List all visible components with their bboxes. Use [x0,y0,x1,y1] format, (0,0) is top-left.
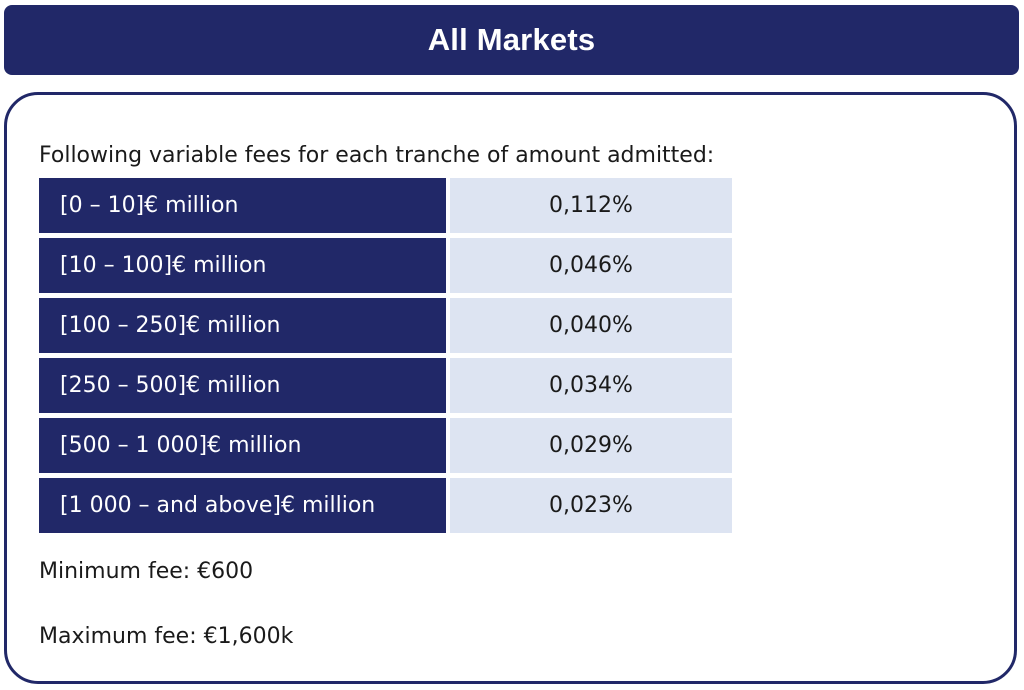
rate-cell: 0,034% [450,358,732,413]
minimum-fee: Minimum fee: €600 [39,559,254,584]
table-row: [1 000 – and above]€ million 0,023% [39,478,732,533]
page-title: All Markets [427,22,596,57]
cell-divider [446,358,450,413]
cell-divider [446,178,450,233]
cell-divider [446,478,450,533]
fee-table: [0 – 10]€ million 0,112% [10 – 100]€ mil… [39,178,732,538]
range-cell: [10 – 100]€ million [39,238,446,293]
maximum-fee: Maximum fee: €1,600k [39,624,294,649]
cell-divider [446,418,450,473]
table-row: [10 – 100]€ million 0,046% [39,238,732,293]
range-cell: [0 – 10]€ million [39,178,446,233]
range-cell: [250 – 500]€ million [39,358,446,413]
range-cell: [1 000 – and above]€ million [39,478,446,533]
rate-cell: 0,023% [450,478,732,533]
intro-text: Following variable fees for each tranche… [39,143,715,168]
range-cell: [100 – 250]€ million [39,298,446,353]
rate-cell: 0,046% [450,238,732,293]
range-cell: [500 – 1 000]€ million [39,418,446,473]
cell-divider [446,298,450,353]
rate-cell: 0,112% [450,178,732,233]
table-row: [100 – 250]€ million 0,040% [39,298,732,353]
cell-divider [446,238,450,293]
table-row: [250 – 500]€ million 0,034% [39,358,732,413]
table-row: [0 – 10]€ million 0,112% [39,178,732,233]
table-row: [500 – 1 000]€ million 0,029% [39,418,732,473]
header-bar: All Markets [4,5,1019,75]
rate-cell: 0,040% [450,298,732,353]
rate-cell: 0,029% [450,418,732,473]
